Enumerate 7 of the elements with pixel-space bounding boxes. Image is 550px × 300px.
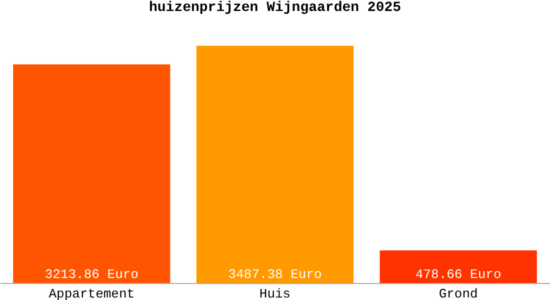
x-tick-label: Appartement [48, 286, 135, 300]
x-tick-label: Huis [259, 286, 291, 300]
x-tick-label: Grond [438, 286, 478, 300]
chart-title: huizenprijzen Wijngaarden 2025 [148, 0, 402, 16]
data-label: 3487.38 Euro [228, 267, 322, 282]
data-label: 3213.86 Euro [44, 267, 138, 282]
data-label: 478.66 Euro [415, 267, 502, 282]
